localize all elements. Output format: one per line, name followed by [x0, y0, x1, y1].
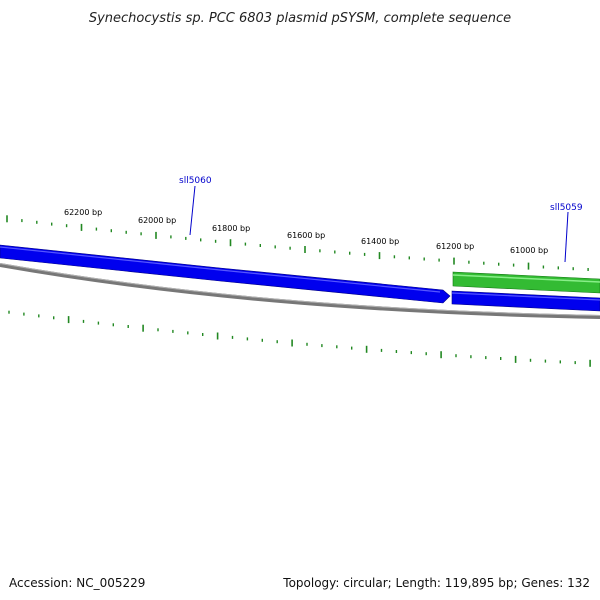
- gene-sll5060-leader: [189, 185, 196, 236]
- gene-label-sll5060[interactable]: sll5060: [179, 176, 212, 186]
- tick-label-61800: 61800 bp: [212, 224, 250, 233]
- tick-label-61400: 61400 bp: [361, 237, 399, 246]
- tick-label-61200: 61200 bp: [436, 242, 474, 251]
- accession-text: Accession: NC_005229: [9, 576, 146, 590]
- gene-sll5060-arrow[interactable]: [0, 244, 451, 304]
- gene-label-sll5059[interactable]: sll5059: [550, 203, 583, 213]
- map-title: Synechocystis sp. PCC 6803 plasmid pSYSM…: [89, 11, 511, 26]
- tick-labels: 62200 bp 62000 bp 61800 bp 61600 bp 6140…: [64, 208, 548, 255]
- topology-summary-text: Topology: circular; Length: 119,895 bp; …: [283, 576, 590, 590]
- gene-sll5059-leader: [564, 211, 569, 263]
- tick-label-62000: 62000 bp: [138, 216, 176, 225]
- gene-sll5059-arrow[interactable]: [452, 271, 600, 294]
- tick-label-61600: 61600 bp: [287, 231, 325, 240]
- tick-label-62200: 62200 bp: [64, 208, 102, 217]
- inner-tick-marks: [8, 310, 591, 367]
- gene-reverse-right-arrow[interactable]: [451, 290, 600, 312]
- tick-label-61000: 61000 bp: [510, 246, 548, 255]
- sequence-backbone: [0, 263, 600, 319]
- outer-tick-marks: [6, 215, 589, 271]
